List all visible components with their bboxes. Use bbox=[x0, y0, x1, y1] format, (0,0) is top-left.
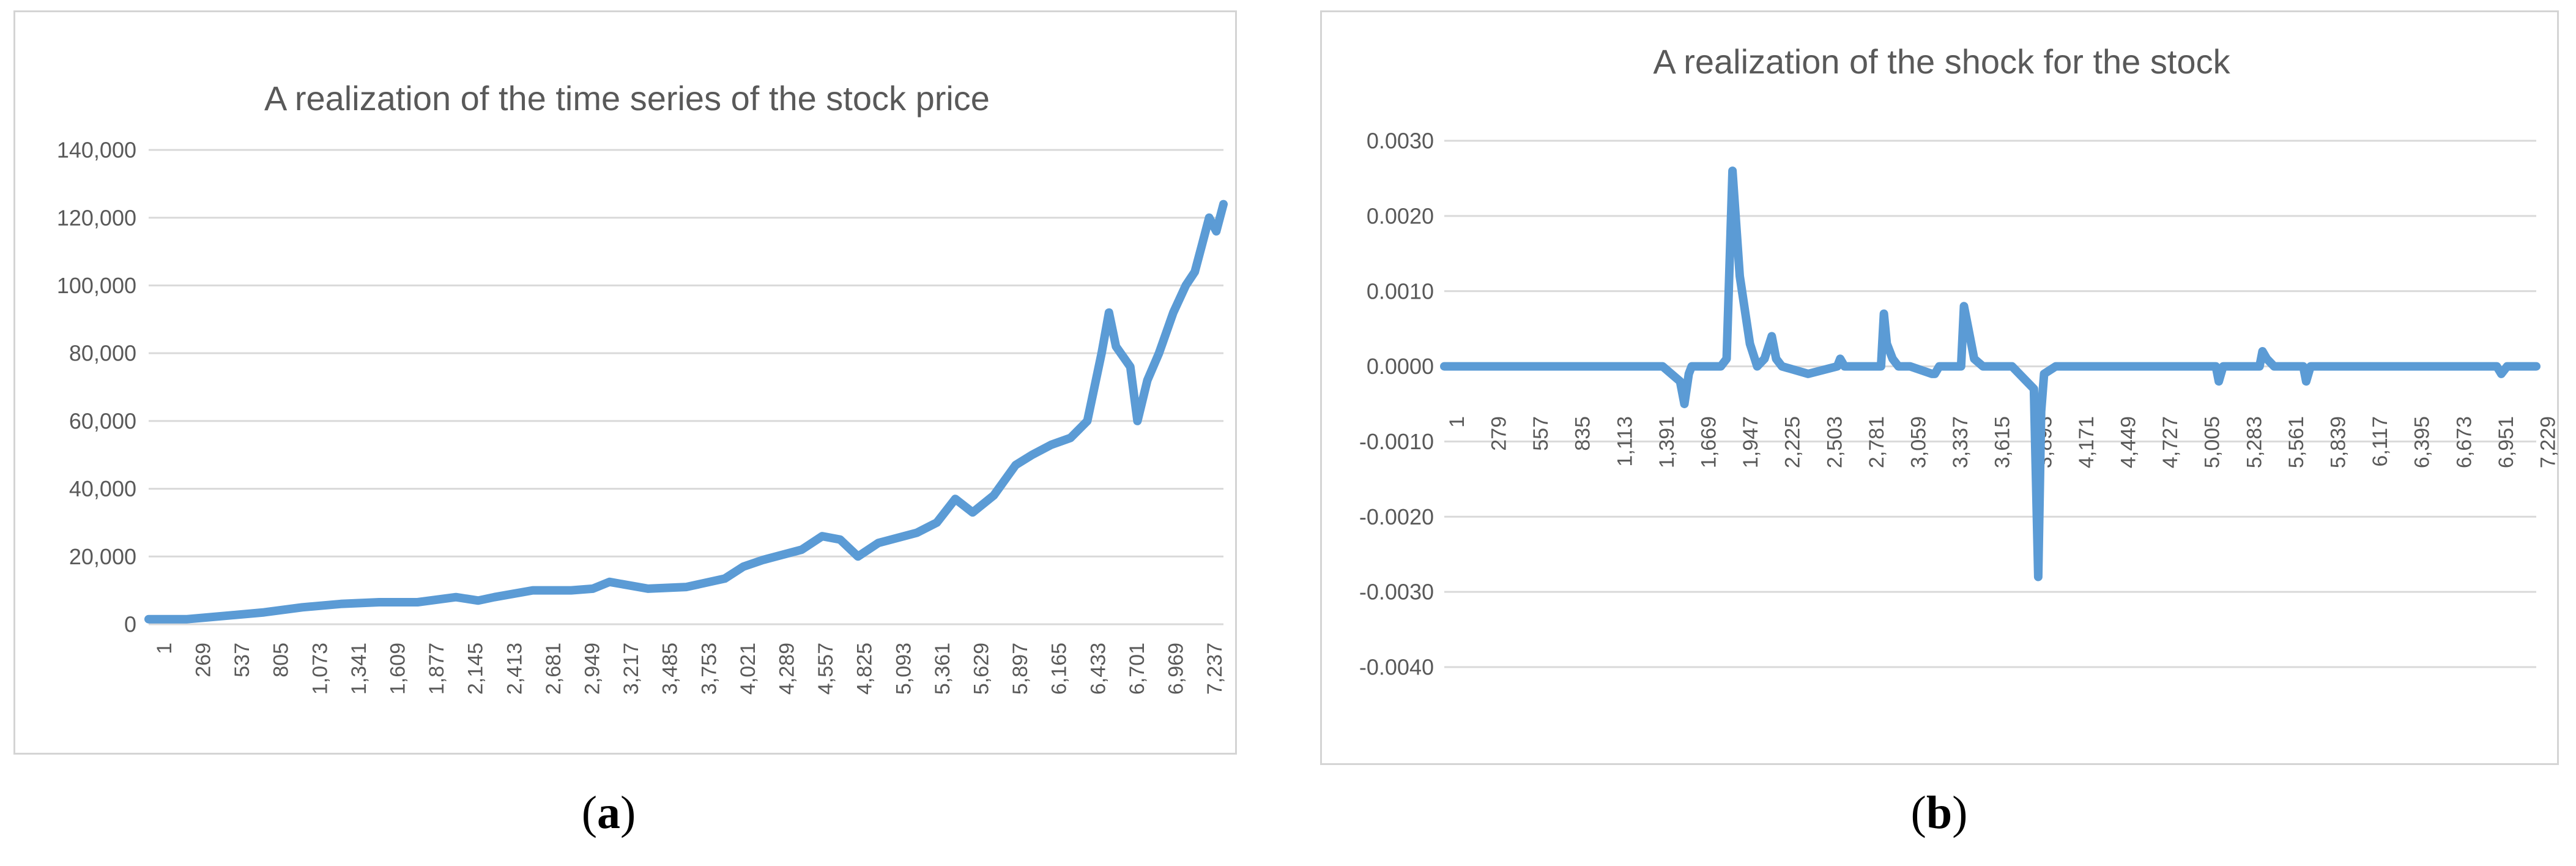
y-tick-label: 0 bbox=[124, 612, 136, 637]
x-tick-label: 3,753 bbox=[697, 643, 721, 695]
x-tick-label: 1 bbox=[1446, 416, 1469, 428]
series-line bbox=[1440, 166, 2541, 581]
y-tick-label: 100,000 bbox=[57, 273, 136, 298]
x-tick-label: 5,839 bbox=[2327, 416, 2350, 468]
x-tick-label: 2,225 bbox=[1781, 416, 1805, 468]
x-tick-label: 537 bbox=[231, 643, 254, 677]
x-tick-label: 5,561 bbox=[2285, 416, 2308, 468]
x-tick-label: 5,897 bbox=[1009, 643, 1032, 695]
x-tick-label: 1,669 bbox=[1698, 416, 1721, 468]
x-tick-label: 4,449 bbox=[2117, 416, 2140, 468]
x-tick-label: 3,059 bbox=[1907, 416, 1931, 468]
x-tick-label: 2,781 bbox=[1865, 416, 1888, 468]
chart-panel-a: A realization of the time series of the … bbox=[13, 10, 1237, 755]
x-tick-label: 279 bbox=[1488, 416, 1511, 451]
x-tick-label: 1,947 bbox=[1739, 416, 1762, 468]
y-tick-label: -0.0030 bbox=[1359, 580, 1434, 605]
series-line bbox=[144, 200, 1228, 624]
x-tick-label: 4,557 bbox=[814, 643, 837, 695]
x-tick-label: 5,361 bbox=[931, 643, 954, 695]
x-tick-label: 4,021 bbox=[737, 643, 760, 695]
x-tick-label: 4,727 bbox=[2159, 416, 2182, 468]
x-tick-label: 1,877 bbox=[425, 643, 448, 695]
y-tick-label: 0.0030 bbox=[1367, 129, 1434, 154]
x-tick-label: 1,073 bbox=[308, 643, 332, 695]
y-tick-label: 0.0000 bbox=[1367, 354, 1434, 379]
x-tick-label: 835 bbox=[1572, 416, 1595, 451]
x-tick-label: 2,503 bbox=[1823, 416, 1846, 468]
x-tick-label: 3,337 bbox=[1949, 416, 1972, 468]
y-tick-label: -0.0040 bbox=[1359, 655, 1434, 680]
stock-price-chart: A realization of the time series of the … bbox=[57, 79, 1228, 695]
x-tick-label: 3,615 bbox=[1991, 416, 2014, 468]
y-tick-label: 60,000 bbox=[69, 408, 136, 433]
x-tick-label: 2,413 bbox=[503, 643, 526, 695]
caption-b: (b) bbox=[1910, 787, 1968, 838]
chart-title: A realization of the time series of the … bbox=[264, 79, 990, 118]
shock-chart: A realization of the shock for the stock… bbox=[1359, 42, 2560, 680]
x-tick-label: 6,433 bbox=[1086, 643, 1110, 695]
chart-panel-b: A realization of the shock for the stock… bbox=[1320, 10, 2560, 765]
x-tick-label: 2,145 bbox=[464, 643, 488, 695]
x-tick-label: 3,217 bbox=[620, 643, 643, 695]
x-tick-label: 4,825 bbox=[853, 643, 877, 695]
x-tick-label: 6,395 bbox=[2411, 416, 2434, 468]
x-tick-label: 1 bbox=[153, 643, 176, 654]
y-tick-label: 140,000 bbox=[57, 138, 136, 163]
x-tick-label: 2,681 bbox=[542, 643, 565, 695]
x-tick-label: 5,093 bbox=[892, 643, 915, 695]
x-tick-label: 1,341 bbox=[347, 643, 371, 695]
x-tick-label: 7,237 bbox=[1203, 643, 1227, 695]
x-tick-label: 1,391 bbox=[1655, 416, 1679, 468]
x-tick-label: 6,117 bbox=[2369, 416, 2392, 467]
x-tick-label: 2,949 bbox=[581, 643, 604, 695]
x-tick-label: 1,113 bbox=[1613, 416, 1636, 467]
x-tick-label: 5,005 bbox=[2201, 416, 2224, 468]
caption-a: (a) bbox=[581, 787, 636, 838]
x-tick-label: 1,609 bbox=[387, 643, 410, 695]
x-tick-label: 7,229 bbox=[2537, 416, 2560, 468]
y-tick-label: 0.0010 bbox=[1367, 278, 1434, 304]
y-tick-label: 0.0020 bbox=[1367, 203, 1434, 228]
x-tick-label: 6,673 bbox=[2452, 416, 2476, 468]
y-tick-label: 20,000 bbox=[69, 544, 136, 569]
x-tick-label: 4,171 bbox=[2075, 416, 2098, 468]
x-tick-label: 5,629 bbox=[970, 643, 993, 695]
chart-title: A realization of the shock for the stock bbox=[1653, 42, 2230, 81]
y-tick-label: -0.0020 bbox=[1359, 504, 1434, 529]
y-tick-label: -0.0010 bbox=[1359, 429, 1434, 454]
x-tick-label: 3,485 bbox=[659, 643, 682, 695]
x-tick-label: 805 bbox=[270, 643, 293, 677]
x-tick-label: 269 bbox=[192, 643, 215, 677]
y-tick-label: 120,000 bbox=[57, 205, 136, 230]
y-tick-label: 80,000 bbox=[69, 341, 136, 366]
y-tick-label: 40,000 bbox=[69, 476, 136, 501]
x-tick-label: 6,165 bbox=[1048, 643, 1071, 695]
x-tick-label: 5,283 bbox=[2243, 416, 2266, 468]
x-tick-label: 6,969 bbox=[1165, 643, 1188, 695]
x-tick-label: 6,701 bbox=[1126, 643, 1149, 695]
x-tick-label: 557 bbox=[1529, 416, 1553, 451]
x-tick-label: 4,289 bbox=[776, 643, 799, 695]
x-tick-label: 6,951 bbox=[2495, 416, 2518, 468]
